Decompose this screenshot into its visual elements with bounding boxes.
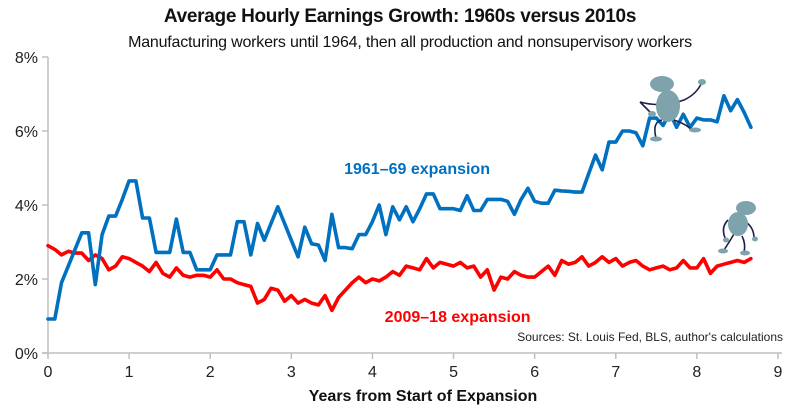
source-note: Sources: St. Louis Fed, BLS, author's ca… bbox=[517, 330, 783, 344]
walking-figure-icon bbox=[718, 201, 758, 256]
y-tick-label: 0% bbox=[15, 346, 38, 363]
y-tick-label: 6% bbox=[15, 124, 38, 141]
running-figure-icon bbox=[639, 76, 706, 142]
x-tick-label: 4 bbox=[368, 364, 377, 381]
labels-group: 2009–18 expansion 1961–69 expansion bbox=[344, 161, 530, 326]
chart-title: Average Hourly Earnings Growth: 1960s ve… bbox=[163, 6, 637, 27]
figures-group bbox=[639, 76, 758, 256]
x-tick-label: 8 bbox=[692, 364, 701, 381]
x-tick-label: 3 bbox=[287, 364, 296, 381]
y-tick-label: 8% bbox=[15, 50, 38, 67]
series-label: 2009–18 expansion bbox=[385, 309, 531, 326]
x-tick-label: 0 bbox=[44, 364, 53, 381]
x-tick-label: 5 bbox=[449, 364, 458, 381]
axes: 0% 2% 4% 6% 8% 0 1 2 3 4 5 6 7 8 9 Years from Start of … bbox=[15, 50, 783, 405]
x-tick-label: 9 bbox=[774, 364, 783, 381]
chart-subtitle: Manufacturing workers until 1964, then a… bbox=[128, 34, 692, 51]
y-tick-label: 4% bbox=[15, 198, 38, 215]
x-axis-label: Years from Start of Expansion bbox=[309, 388, 538, 405]
series-group bbox=[46, 94, 753, 321]
y-tick-label: 2% bbox=[15, 272, 38, 289]
series-label: 1961–69 expansion bbox=[344, 161, 490, 178]
x-tick-label: 1 bbox=[125, 364, 134, 381]
x-tick-label: 7 bbox=[611, 364, 620, 381]
x-tick-label: 6 bbox=[530, 364, 539, 381]
series-line-2009-18 bbox=[46, 243, 753, 313]
x-tick-label: 2 bbox=[206, 364, 215, 381]
series-line-1961-69 bbox=[46, 94, 753, 321]
